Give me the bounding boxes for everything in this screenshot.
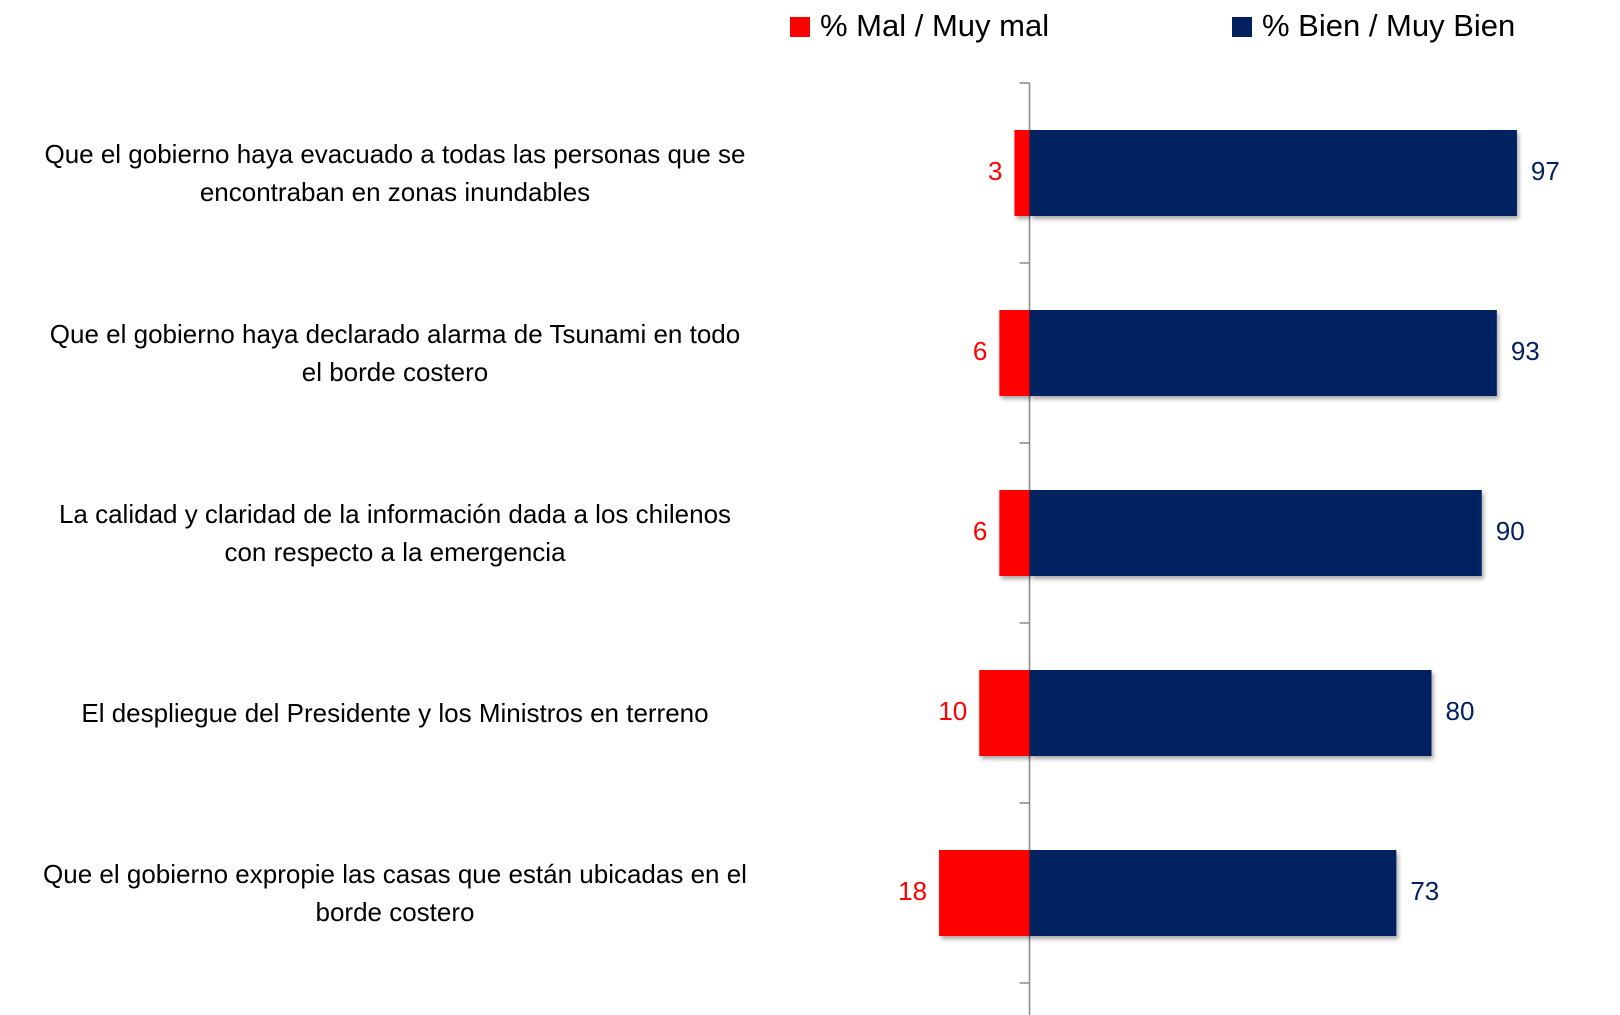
- value-label: 18: [898, 876, 927, 906]
- legend-swatch: [790, 17, 810, 37]
- value-label: 10: [938, 696, 967, 726]
- value-label: 97: [1531, 156, 1560, 186]
- bar: [1014, 130, 1030, 216]
- category-label: El despliegue del Presidente y los Minis…: [81, 698, 709, 728]
- value-label: 6: [973, 336, 987, 366]
- value-label: 73: [1410, 876, 1439, 906]
- legend-label: % Mal / Muy mal: [820, 8, 1049, 43]
- bar: [999, 310, 1030, 396]
- value-label: 93: [1511, 336, 1540, 366]
- value-label: 80: [1446, 696, 1475, 726]
- value-label: 3: [988, 156, 1002, 186]
- category-label: Que el gobierno haya evacuado a todas la…: [44, 139, 746, 207]
- bar: [1029, 310, 1497, 396]
- value-label: 6: [973, 516, 987, 546]
- bar: [1029, 850, 1397, 936]
- bar: [979, 670, 1030, 756]
- bar: [999, 490, 1030, 576]
- bar: [1029, 130, 1517, 216]
- value-label: 90: [1496, 516, 1525, 546]
- bar: [1029, 490, 1482, 576]
- category-label: Que el gobierno expropie las casas que e…: [43, 859, 747, 927]
- legend-swatch: [1232, 17, 1252, 37]
- bar: [939, 850, 1030, 936]
- category-label: Que el gobierno haya declarado alarma de…: [49, 319, 741, 387]
- category-label: La calidad y claridad de la información …: [58, 499, 732, 567]
- legend-label: % Bien / Muy Bien: [1262, 8, 1515, 43]
- bar: [1029, 670, 1432, 756]
